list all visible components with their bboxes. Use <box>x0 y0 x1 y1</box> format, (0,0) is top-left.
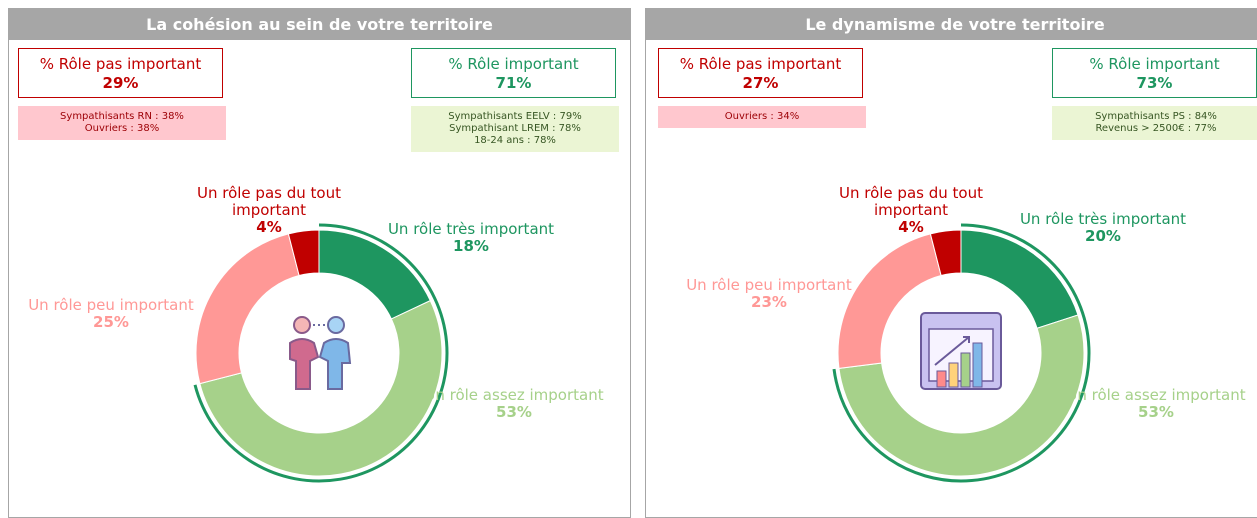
donut-chart <box>832 223 1091 483</box>
icon-head <box>327 316 345 334</box>
slice-value: 18% <box>453 237 489 255</box>
slice-value: 53% <box>1138 403 1174 421</box>
summary-value: 73% <box>1136 74 1173 92</box>
slice-label: Un rôle peu important 23% <box>674 277 864 311</box>
detail-line: Sympathisants EELV : 79% <box>448 111 582 122</box>
slice-category: Un rôle peu important <box>28 296 194 314</box>
slice-label: Un rôle peu important 25% <box>16 297 206 331</box>
slice-value: 4% <box>898 218 924 236</box>
slice-category: Un rôle très important <box>387 220 555 238</box>
slice-label: Un rôle pas du tout important 4% <box>816 185 1006 236</box>
icon-chart <box>920 312 1002 390</box>
summary-label: % Rôle pas important <box>679 55 842 73</box>
slice-value: 23% <box>751 293 787 311</box>
slice-label: Un rôle très important 18% <box>376 221 566 255</box>
summary-value: 71% <box>495 74 532 92</box>
summary-details: Sympathisants RN : 38% Ouvriers : 38% <box>18 106 226 140</box>
slice-value: 4% <box>256 218 282 236</box>
icon-body <box>289 338 320 390</box>
detail-line: Ouvriers : 34% <box>724 111 800 122</box>
donut-slice <box>929 229 962 277</box>
slice-category: Un rôle très important <box>1019 210 1187 228</box>
donut-slice <box>199 299 443 477</box>
icon-body <box>318 338 352 390</box>
chart-panel: Le dynamisme de votre territoire % Rôle p… <box>645 8 1257 518</box>
slice-category: Un rôle assez important <box>424 386 604 404</box>
slice-category: Un rôle pas du tout important <box>197 184 341 219</box>
slice-category: Un rôle peu important <box>686 276 852 294</box>
donut-slice <box>838 314 1085 477</box>
summary-box: % Rôle important 71% <box>411 48 616 98</box>
detail-line: 18-24 ans : 78% <box>474 135 556 146</box>
icon-head <box>293 316 311 334</box>
summary-details: Sympathisants EELV : 79% Sympathisant LRE… <box>411 106 619 152</box>
icon-people <box>289 316 352 390</box>
slice-label: Un rôle assez important 53% <box>1061 387 1251 421</box>
detail-line: Ouvriers : 38% <box>84 123 160 134</box>
slice-label: Un rôle assez important 53% <box>419 387 609 421</box>
donut-slice <box>195 233 300 385</box>
summary-label: % Rôle pas important <box>39 55 202 73</box>
slice-category: Un rôle pas du tout important <box>839 184 983 219</box>
summary-label: % Rôle important <box>1089 55 1220 73</box>
slice-value: 20% <box>1085 227 1121 245</box>
summary-box: % Rôle pas important 27% <box>658 48 863 98</box>
icon-bar <box>948 362 959 388</box>
important-arc <box>193 223 449 483</box>
slice-value: 25% <box>93 313 129 331</box>
panel-title: La cohésion au sein de votre territoire <box>9 9 630 40</box>
slice-label: Un rôle très important 20% <box>1008 211 1198 245</box>
slice-category: Un rôle assez important <box>1066 386 1246 404</box>
detail-line: Sympathisants PS : 84% <box>1095 111 1217 122</box>
important-arc <box>832 223 1091 483</box>
summary-value: 29% <box>102 74 139 92</box>
summary-box: % Rôle important 73% <box>1052 48 1257 98</box>
icon-bar <box>936 370 947 388</box>
donut-chart <box>193 223 449 483</box>
summary-details: Sympathisants PS : 84% Revenus > 2500€ : … <box>1052 106 1257 140</box>
detail-line: Sympathisant LREM : 78% <box>449 123 581 134</box>
summary-label: % Rôle important <box>448 55 579 73</box>
slice-label: Un rôle pas du tout important 4% <box>174 185 364 236</box>
detail-line: Sympathisants RN : 38% <box>60 111 184 122</box>
summary-details: Ouvriers : 34% <box>658 106 866 128</box>
chart-panel: La cohésion au sein de votre territoire%… <box>8 8 631 518</box>
icon-bar <box>972 342 983 388</box>
summary-box: % Rôle pas important 29% <box>18 48 223 98</box>
slice-value: 53% <box>496 403 532 421</box>
icon-trend <box>934 336 970 366</box>
icon-bar <box>960 352 971 388</box>
panel-title: Le dynamisme de votre territoire <box>646 9 1257 40</box>
detail-line: Revenus > 2500€ : 77% <box>1095 123 1217 134</box>
summary-value: 27% <box>742 74 779 92</box>
donut-slice <box>287 229 320 277</box>
